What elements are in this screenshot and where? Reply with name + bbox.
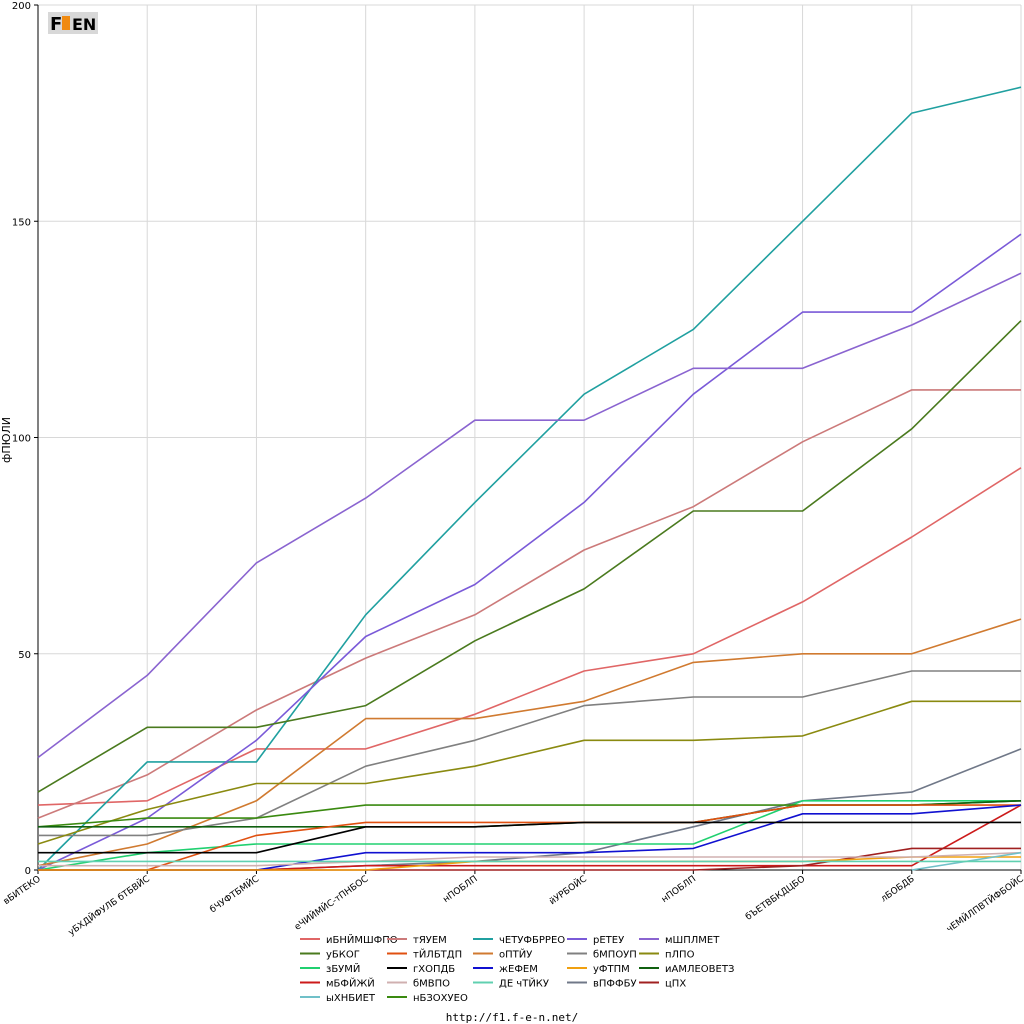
x-tick-label: нПОБЛП <box>442 874 480 905</box>
legend-label: цПХ <box>665 979 686 990</box>
legend-label: мБФЙЖЙ <box>326 977 375 990</box>
series-line <box>37 467 1022 806</box>
legend-label: жЕФЕМ <box>499 964 538 975</box>
x-tick-label: еЧИЙМЙС-тПНБОС <box>292 873 371 933</box>
svg-text:EN: EN <box>72 15 96 34</box>
series-line <box>38 821 1021 854</box>
x-tick-label: нПОБЛП <box>660 874 698 905</box>
series-line <box>38 851 1022 867</box>
legend-label: пЛПО <box>665 950 695 961</box>
series-line <box>37 272 1022 759</box>
series-line <box>38 748 1022 871</box>
x-tick-label: уБХДЙФУЛБ бТБВЙС <box>66 873 152 938</box>
x-tick-label: бЧУФТБМЙС <box>207 873 261 916</box>
legend-label: ДЕ чТЙКУ <box>499 977 549 990</box>
legend-label: гХОПДБ <box>413 964 455 975</box>
y-tick-label: 150 <box>12 217 31 228</box>
series-line <box>38 856 1021 871</box>
series-line <box>37 700 1021 845</box>
legend-label: мШПЛМЕТ <box>665 935 720 946</box>
x-tick-label: вБИТЕКО <box>2 874 43 907</box>
series-line <box>37 86 1022 871</box>
legend-label: иБНЙМШФПО <box>326 933 398 946</box>
x-tick-label: лБОБДБ <box>879 874 916 904</box>
legend-label: нБЗОХУЕО <box>413 993 468 1004</box>
legend-label: вПФФБУ <box>593 979 637 990</box>
legend-label: зБУМЙ <box>326 962 360 975</box>
legend-label: чЕТУФБРРЕО <box>499 935 565 946</box>
legend-label: рЕТЕУ <box>593 935 624 946</box>
x-tick-labels: вБИТЕКО уБХДЙФУЛБ бТБВЙС бЧУФТБМЙС еЧИЙМЙС-… <box>2 873 1024 938</box>
series-line <box>37 799 1021 871</box>
legend-label: иАМЛЕОВЕТЗ <box>665 964 734 975</box>
series-line <box>37 233 1022 871</box>
x-tick-label: йУРБОЙС <box>547 873 589 908</box>
series-lines <box>37 86 1022 871</box>
legend-label: тЯУЕМ <box>413 935 447 946</box>
legend-label: бМПОУП <box>593 950 637 961</box>
series-line <box>37 618 1022 867</box>
x-tick-label: чЕМЙЛПВТЙФБОЙС <box>944 873 1024 935</box>
svg-text:F: F <box>50 14 62 35</box>
y-tick-label: 100 <box>12 434 31 445</box>
grid <box>37 4 1022 871</box>
series-line <box>38 804 1022 871</box>
series-line <box>37 389 1021 819</box>
y-tick-label: 0 <box>25 866 31 877</box>
legend-label: тЙЛБТДП <box>413 948 462 961</box>
y-tick-label: 50 <box>18 650 31 661</box>
series-line <box>38 804 1021 871</box>
footer-url[interactable]: http://f1.f-e-n.net/ <box>445 1011 579 1024</box>
series-line <box>38 804 1022 871</box>
y-tick-label: 200 <box>12 1 31 12</box>
legend-label: бМВПО <box>413 979 450 990</box>
y-axis-label: фПЮЛИ <box>0 417 13 463</box>
x-tick-label: бЪЕТВБКДЦБО <box>744 874 807 922</box>
legend-label: ыХНБИЕТ <box>326 993 376 1004</box>
y-tick-labels: 0 50 100 150 200 <box>12 1 31 877</box>
legend-label: уБКОГ <box>326 950 360 961</box>
legend-label: оПТЙУ <box>499 948 532 961</box>
f1en-logo: F EN <box>48 12 98 35</box>
legend-label: уФТПМ <box>593 964 630 975</box>
axes <box>34 4 1022 874</box>
series-line <box>37 320 1022 793</box>
